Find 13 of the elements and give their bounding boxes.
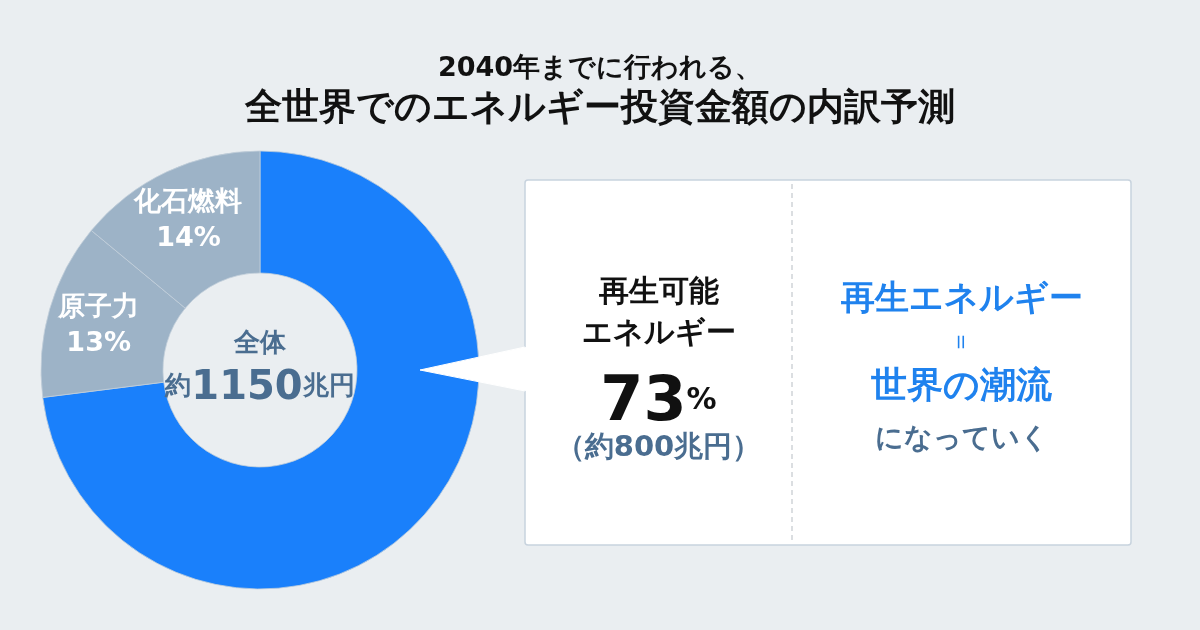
slice-label: 再生可能エネルギー	[581, 272, 736, 349]
text: 再生エネルギー	[839, 277, 1083, 317]
text: 全体	[233, 327, 287, 357]
data-label: 14%	[156, 220, 221, 252]
text: 約1150兆円	[164, 362, 355, 408]
text: 世界の潮流	[871, 363, 1052, 405]
text: になっていく	[874, 420, 1049, 454]
text: ＝	[947, 330, 976, 354]
data-label: 13%	[66, 325, 131, 357]
slice-label: 原子力	[57, 289, 140, 321]
chart-title: 2040年までに行われる、全世界でのエネルギー投資金額の内訳予測	[244, 50, 955, 128]
donut-slice	[42, 150, 480, 590]
slice-label: 化石燃料	[133, 184, 243, 216]
